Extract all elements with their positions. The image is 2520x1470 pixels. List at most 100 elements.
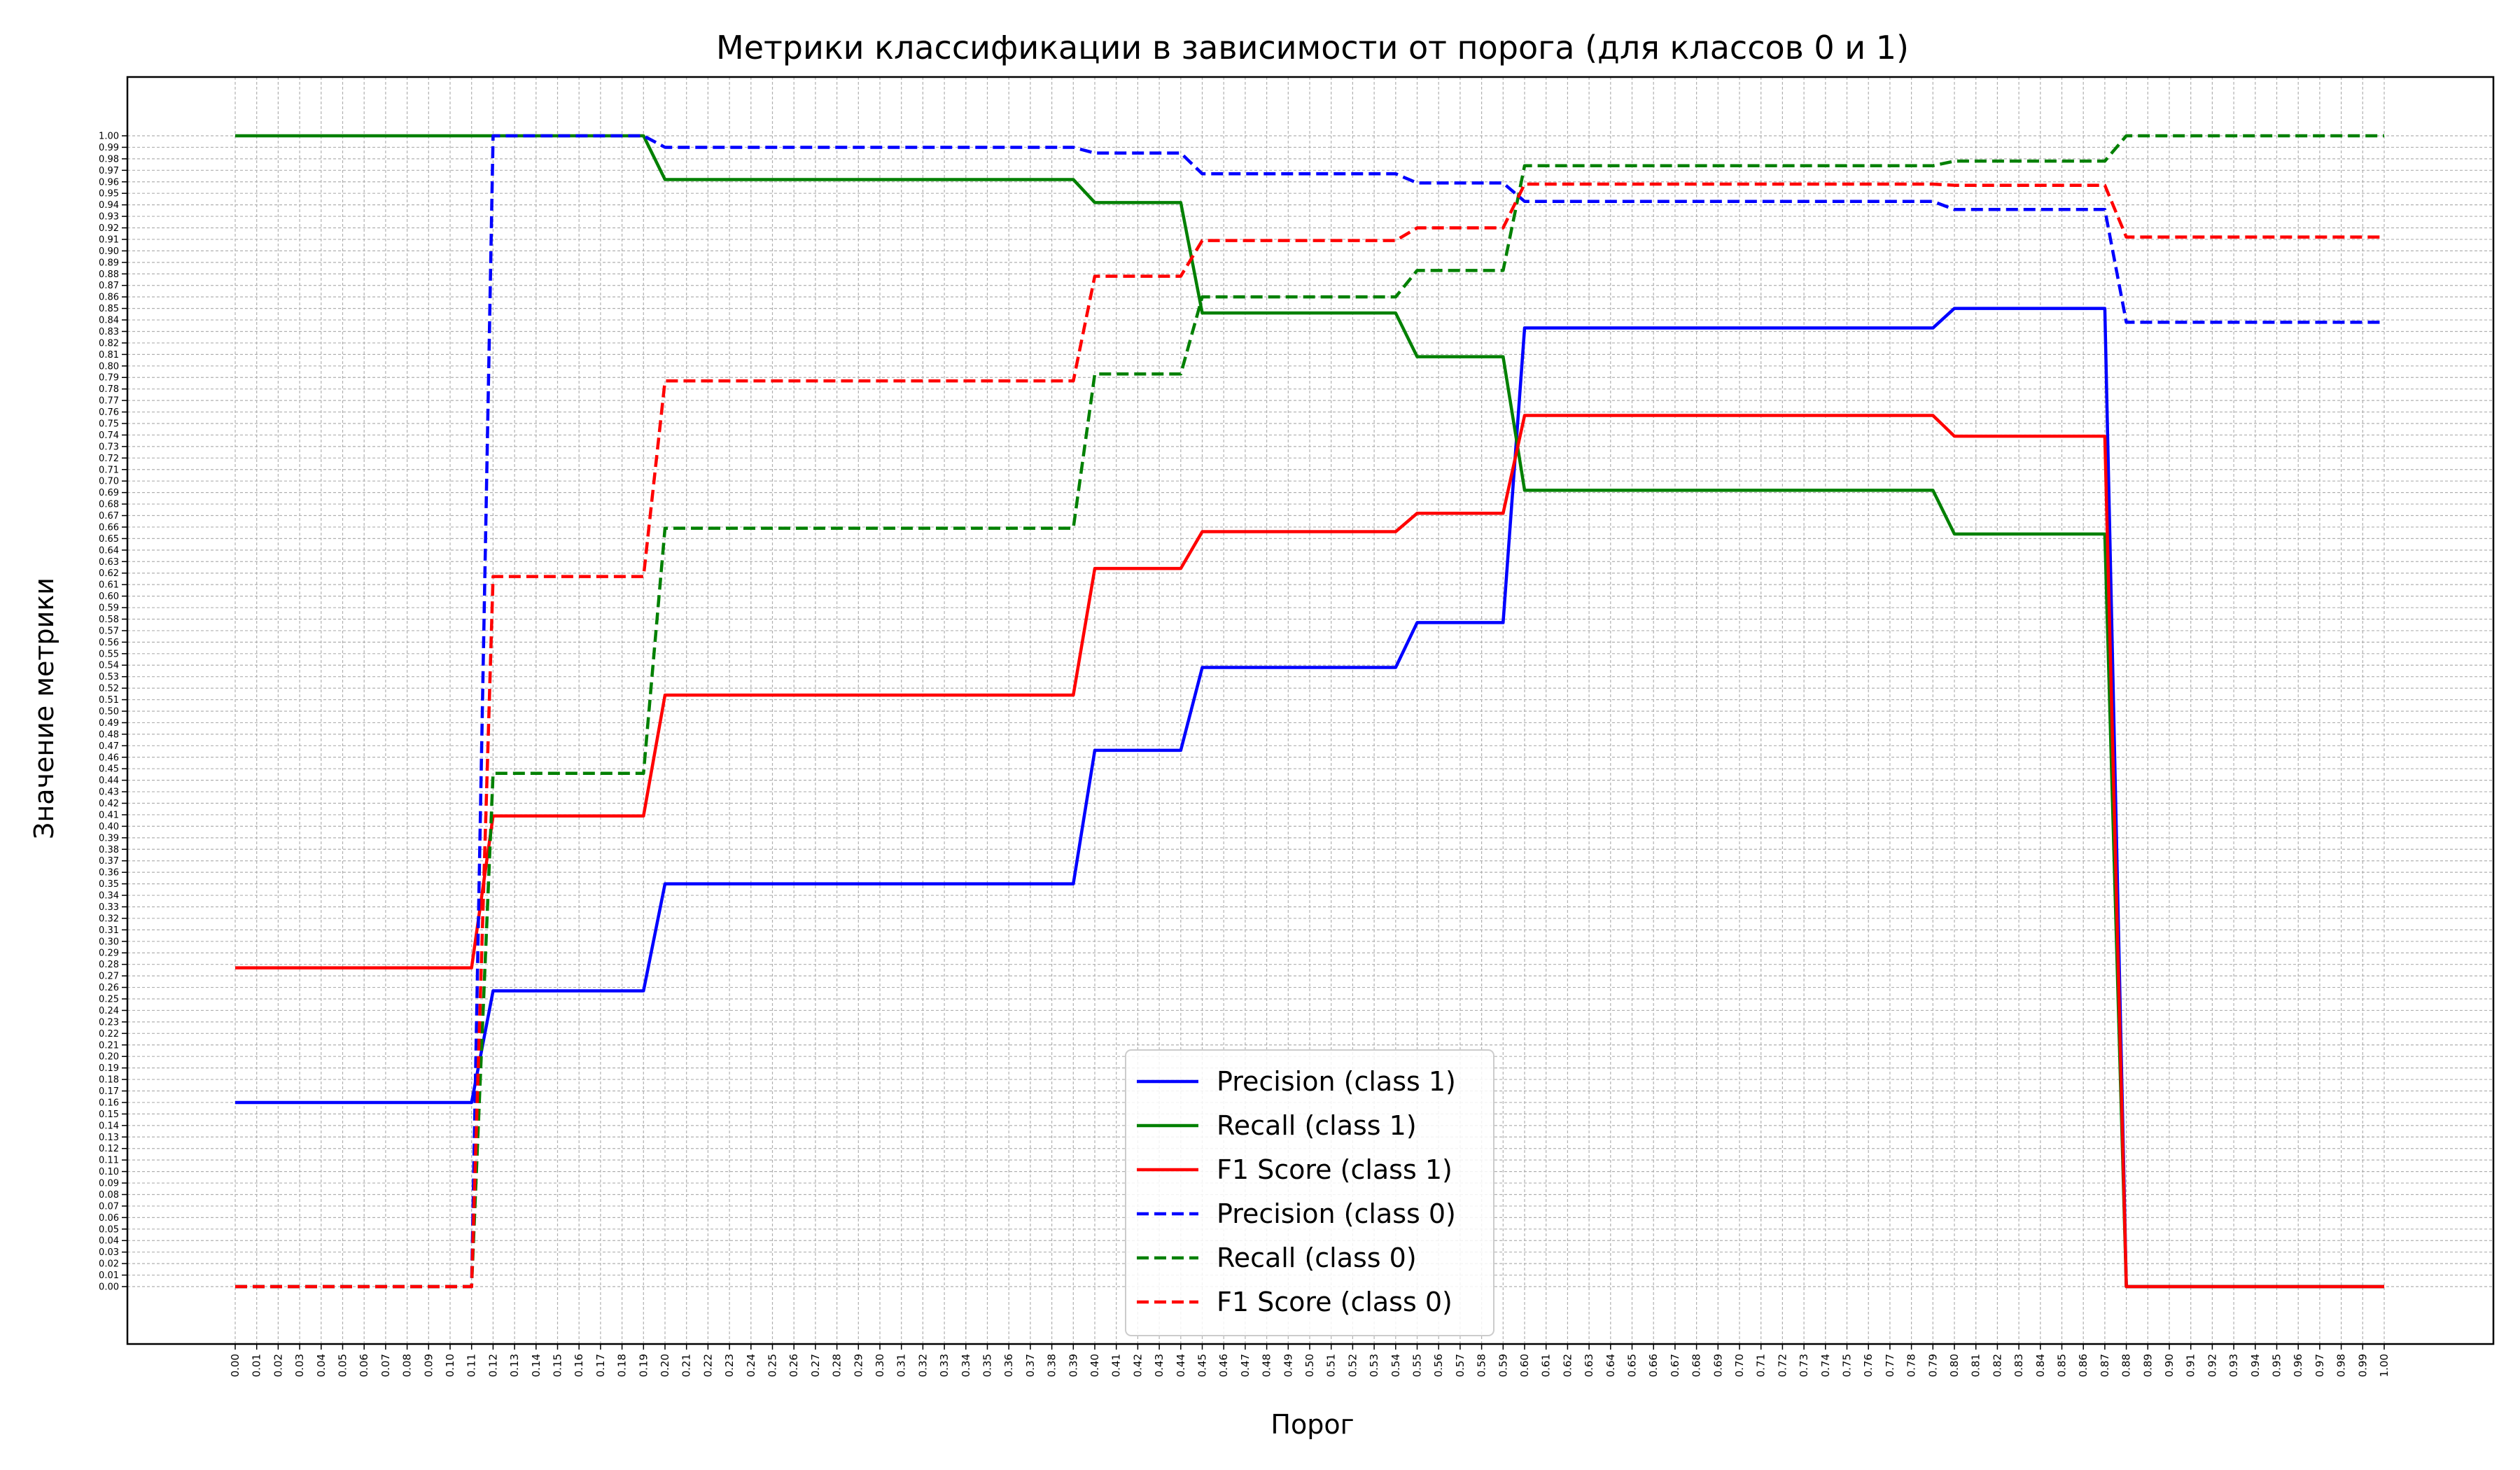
x-tick-label: 0.49 xyxy=(1282,1354,1294,1377)
x-tick-label: 0.15 xyxy=(552,1354,564,1377)
x-tick-label: 0.67 xyxy=(1669,1354,1681,1377)
y-tick-label: 0.32 xyxy=(99,913,119,924)
x-tick-label: 0.28 xyxy=(831,1354,844,1377)
y-tick-label: 0.57 xyxy=(99,626,119,636)
y-tick-label: 0.20 xyxy=(99,1052,119,1063)
x-tick-label: 0.65 xyxy=(1626,1354,1639,1377)
x-tick-label: 0.30 xyxy=(874,1354,886,1377)
y-tick-label: 0.10 xyxy=(99,1167,119,1177)
y-tick-label: 0.30 xyxy=(99,937,119,947)
y-tick-label: 0.47 xyxy=(99,741,119,752)
y-tick-label: 0.95 xyxy=(99,189,119,200)
x-tick-label: 0.54 xyxy=(1390,1354,1402,1377)
x-tick-label: 0.24 xyxy=(745,1354,757,1377)
x-axis-label: Порог xyxy=(1270,1409,1354,1440)
y-tick-label: 0.92 xyxy=(99,223,119,234)
x-tick-label: 0.33 xyxy=(938,1354,951,1377)
x-tick-label: 0.38 xyxy=(1046,1354,1058,1377)
y-tick-label: 0.82 xyxy=(99,338,119,349)
x-tick-label: 0.35 xyxy=(981,1354,994,1377)
x-tick-label: 0.44 xyxy=(1175,1354,1187,1377)
legend-label: Recall (class 0) xyxy=(1217,1242,1417,1273)
y-tick-label: 0.43 xyxy=(99,788,119,798)
x-tick-label: 0.61 xyxy=(1540,1354,1553,1377)
y-tick-label: 0.93 xyxy=(99,212,119,223)
y-tick-label: 0.06 xyxy=(99,1213,119,1224)
y-tick-label: 0.53 xyxy=(99,672,119,682)
x-tick-label: 0.68 xyxy=(1690,1354,1703,1377)
x-tick-label: 0.39 xyxy=(1067,1354,1079,1377)
x-tick-label: 0.51 xyxy=(1325,1354,1338,1377)
y-tick-label: 0.56 xyxy=(99,638,119,648)
y-tick-label: 0.19 xyxy=(99,1063,119,1074)
y-axis-label: Значение метрики xyxy=(29,578,59,839)
y-tick-label: 0.26 xyxy=(99,983,119,993)
x-tick-label: 0.23 xyxy=(723,1354,736,1377)
x-tick-label: 0.94 xyxy=(2249,1354,2262,1377)
y-tick-label: 0.12 xyxy=(99,1144,119,1154)
x-tick-label: 0.55 xyxy=(1411,1354,1424,1377)
x-tick-label: 0.92 xyxy=(2206,1354,2218,1377)
y-tick-label: 0.74 xyxy=(99,430,119,441)
y-tick-label: 0.90 xyxy=(99,246,119,257)
legend-label: Recall (class 1) xyxy=(1217,1110,1417,1141)
x-tick-label: 0.32 xyxy=(916,1354,929,1377)
series-line-6 xyxy=(235,182,2384,1289)
series-lines xyxy=(235,134,2384,1289)
y-tick-label: 0.70 xyxy=(99,477,119,487)
y-tick-label: 1.00 xyxy=(99,132,119,142)
x-tick-label: 0.00 xyxy=(229,1354,241,1377)
legend: Precision (class 1) Recall (class 1) F1 Sc… xyxy=(1125,1049,1494,1336)
y-tick-label: 0.01 xyxy=(99,1270,119,1281)
series-line-3 xyxy=(235,414,2384,1289)
x-tick-label: 0.27 xyxy=(809,1354,822,1377)
y-tick-label: 0.50 xyxy=(99,707,119,718)
y-tick-label: 0.75 xyxy=(99,419,119,430)
x-tick-label: 0.80 xyxy=(1948,1354,1961,1377)
y-axis-ticks: 0.000.010.020.030.040.050.060.070.080.09… xyxy=(99,132,127,1293)
x-tick-label: 1.00 xyxy=(2378,1354,2390,1377)
x-tick-label: 0.36 xyxy=(1002,1354,1015,1377)
x-tick-label: 0.45 xyxy=(1196,1354,1209,1377)
x-tick-label: 0.82 xyxy=(1991,1354,2003,1377)
x-tick-label: 0.20 xyxy=(659,1354,671,1377)
x-tick-label: 0.70 xyxy=(1733,1354,1746,1377)
y-tick-label: 0.16 xyxy=(99,1098,119,1108)
x-tick-label: 0.97 xyxy=(2314,1354,2326,1377)
x-tick-label: 0.98 xyxy=(2335,1354,2348,1377)
y-tick-label: 0.40 xyxy=(99,822,119,832)
x-tick-label: 0.14 xyxy=(530,1354,542,1377)
y-tick-label: 0.72 xyxy=(99,454,119,464)
y-tick-label: 0.67 xyxy=(99,511,119,522)
x-tick-label: 0.72 xyxy=(1776,1354,1788,1377)
x-tick-label: 0.79 xyxy=(1926,1354,1939,1377)
x-tick-label: 0.01 xyxy=(251,1354,263,1377)
y-tick-label: 0.60 xyxy=(99,592,119,602)
y-tick-label: 0.04 xyxy=(99,1236,119,1247)
y-tick-label: 0.86 xyxy=(99,293,119,303)
x-tick-label: 0.41 xyxy=(1110,1354,1123,1377)
y-tick-label: 0.27 xyxy=(99,972,119,982)
y-tick-label: 0.07 xyxy=(99,1201,119,1212)
y-tick-label: 0.99 xyxy=(99,143,119,153)
x-tick-label: 0.64 xyxy=(1604,1354,1617,1377)
x-tick-label: 0.85 xyxy=(2056,1354,2068,1377)
y-tick-label: 0.98 xyxy=(99,154,119,164)
x-tick-label: 0.37 xyxy=(1024,1354,1037,1377)
x-tick-label: 0.56 xyxy=(1432,1354,1445,1377)
x-tick-label: 0.52 xyxy=(1346,1354,1359,1377)
y-tick-label: 0.25 xyxy=(99,995,119,1005)
x-tick-label: 0.21 xyxy=(680,1354,693,1377)
x-tick-label: 0.63 xyxy=(1583,1354,1595,1377)
x-tick-label: 0.50 xyxy=(1303,1354,1316,1377)
x-tick-label: 0.09 xyxy=(422,1354,435,1377)
x-tick-label: 0.84 xyxy=(2034,1354,2047,1377)
y-tick-label: 0.44 xyxy=(99,776,119,786)
y-tick-label: 0.68 xyxy=(99,500,119,510)
x-tick-label: 0.60 xyxy=(1518,1354,1531,1377)
plot-area-frame xyxy=(126,76,2495,1345)
y-tick-label: 0.39 xyxy=(99,833,119,844)
x-tick-label: 0.74 xyxy=(1819,1354,1832,1377)
y-tick-label: 0.97 xyxy=(99,166,119,176)
